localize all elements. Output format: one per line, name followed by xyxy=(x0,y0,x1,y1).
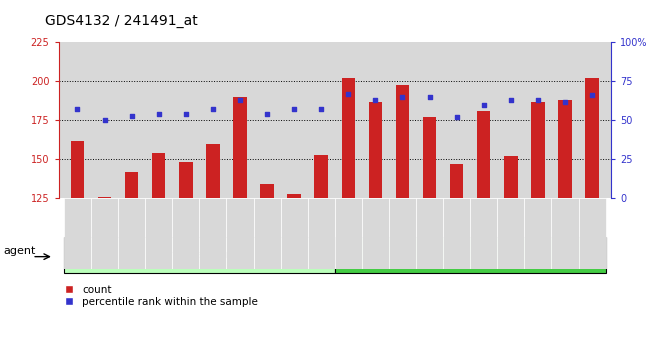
Bar xyxy=(497,198,525,269)
Bar xyxy=(551,198,578,269)
Bar xyxy=(71,141,84,198)
Bar xyxy=(504,156,517,198)
Point xyxy=(370,97,381,103)
FancyBboxPatch shape xyxy=(335,237,606,273)
Bar xyxy=(179,162,192,198)
Point xyxy=(153,111,164,117)
Bar xyxy=(233,97,247,198)
Point xyxy=(262,111,272,117)
Bar xyxy=(578,198,606,269)
Bar xyxy=(172,198,200,269)
Bar xyxy=(281,198,307,269)
Point xyxy=(397,94,408,100)
Point xyxy=(126,113,137,119)
Bar xyxy=(335,198,362,269)
Bar xyxy=(362,198,389,269)
Bar xyxy=(254,198,281,269)
Point xyxy=(506,97,516,103)
Bar xyxy=(396,85,410,198)
Point xyxy=(181,111,191,117)
Bar xyxy=(206,144,220,198)
Point xyxy=(560,99,570,104)
Legend: count, percentile rank within the sample: count, percentile rank within the sample xyxy=(64,285,258,307)
Bar xyxy=(585,78,599,198)
Text: agent: agent xyxy=(3,246,35,256)
Bar xyxy=(64,198,91,269)
Point xyxy=(99,118,110,123)
Bar xyxy=(558,100,572,198)
Bar xyxy=(200,198,226,269)
Bar xyxy=(287,194,301,198)
Bar xyxy=(525,198,551,269)
Text: pioglitazone: pioglitazone xyxy=(436,250,504,260)
Point xyxy=(208,107,218,112)
Bar xyxy=(389,198,416,269)
Bar xyxy=(443,198,470,269)
Point xyxy=(533,97,543,103)
Bar xyxy=(307,198,335,269)
Bar xyxy=(145,198,172,269)
Bar xyxy=(98,197,111,198)
Point xyxy=(235,97,245,103)
Text: GDS4132 / 241491_at: GDS4132 / 241491_at xyxy=(46,14,198,28)
Bar xyxy=(152,153,166,198)
Point xyxy=(343,91,354,97)
Bar xyxy=(91,198,118,269)
Bar xyxy=(422,117,436,198)
Point xyxy=(72,107,83,112)
Bar xyxy=(118,198,145,269)
Point xyxy=(424,94,435,100)
Bar xyxy=(416,198,443,269)
Point xyxy=(316,107,326,112)
FancyBboxPatch shape xyxy=(64,237,335,273)
Text: pretreatment: pretreatment xyxy=(162,250,237,260)
Bar xyxy=(341,78,355,198)
Bar xyxy=(477,111,491,198)
Bar xyxy=(531,102,545,198)
Bar xyxy=(369,102,382,198)
Point xyxy=(451,114,462,120)
Point xyxy=(289,107,299,112)
Point xyxy=(478,102,489,108)
Bar xyxy=(226,198,254,269)
Bar xyxy=(315,155,328,198)
Point xyxy=(587,93,597,98)
Bar xyxy=(450,164,463,198)
Bar xyxy=(260,184,274,198)
Bar xyxy=(125,172,138,198)
Bar xyxy=(470,198,497,269)
